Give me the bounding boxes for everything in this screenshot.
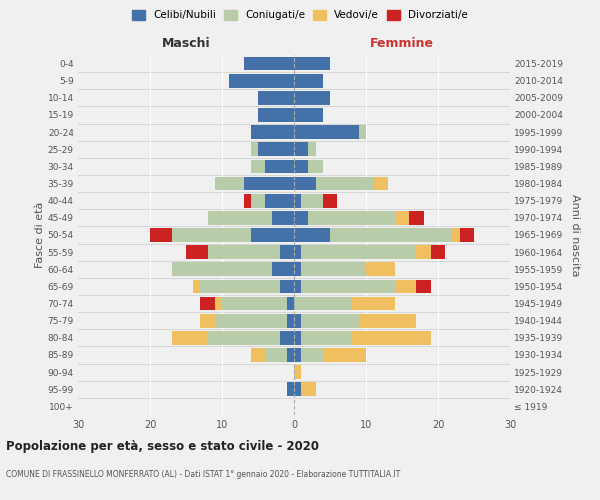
Bar xyxy=(287,314,294,328)
Bar xyxy=(215,314,287,328)
Bar xyxy=(352,296,395,310)
Bar xyxy=(251,348,265,362)
Bar xyxy=(193,280,200,293)
Bar xyxy=(366,262,395,276)
Bar xyxy=(294,160,308,173)
Bar xyxy=(200,314,215,328)
Bar xyxy=(294,314,301,328)
Bar xyxy=(244,56,294,70)
Bar xyxy=(294,211,308,224)
Bar xyxy=(280,280,294,293)
Bar xyxy=(200,296,215,310)
Bar xyxy=(294,382,301,396)
Bar xyxy=(395,211,409,224)
Bar xyxy=(200,280,280,293)
Bar xyxy=(373,176,388,190)
Bar xyxy=(251,142,258,156)
Bar xyxy=(294,126,359,139)
Bar xyxy=(416,280,431,293)
Text: Maschi: Maschi xyxy=(161,37,211,50)
Bar xyxy=(352,331,431,344)
Bar xyxy=(395,280,416,293)
Bar xyxy=(294,280,301,293)
Bar xyxy=(294,56,330,70)
Bar xyxy=(172,331,208,344)
Bar xyxy=(416,246,431,259)
Bar xyxy=(316,176,373,190)
Bar xyxy=(301,382,316,396)
Bar xyxy=(150,228,172,242)
Bar xyxy=(172,228,251,242)
Bar xyxy=(301,314,359,328)
Bar xyxy=(330,228,452,242)
Bar xyxy=(258,91,294,104)
Bar xyxy=(272,211,294,224)
Bar xyxy=(215,176,244,190)
Bar xyxy=(265,194,294,207)
Bar xyxy=(208,331,280,344)
Bar xyxy=(294,348,301,362)
Bar xyxy=(294,176,316,190)
Bar xyxy=(265,160,294,173)
Bar xyxy=(294,91,330,104)
Bar xyxy=(409,211,424,224)
Bar xyxy=(301,348,323,362)
Bar xyxy=(280,246,294,259)
Bar xyxy=(251,126,294,139)
Bar xyxy=(172,262,272,276)
Text: Popolazione per età, sesso e stato civile - 2020: Popolazione per età, sesso e stato civil… xyxy=(6,440,319,453)
Bar xyxy=(301,331,352,344)
Bar xyxy=(308,142,316,156)
Bar xyxy=(359,126,366,139)
Bar xyxy=(294,246,301,259)
Legend: Celibi/Nubili, Coniugati/e, Vedovi/e, Divorziati/e: Celibi/Nubili, Coniugati/e, Vedovi/e, Di… xyxy=(132,10,468,20)
Bar xyxy=(208,211,272,224)
Bar xyxy=(258,108,294,122)
Bar xyxy=(294,142,308,156)
Bar xyxy=(280,331,294,344)
Bar xyxy=(301,280,395,293)
Bar xyxy=(308,160,323,173)
Bar xyxy=(265,348,287,362)
Bar xyxy=(258,142,294,156)
Y-axis label: Anni di nascita: Anni di nascita xyxy=(570,194,580,276)
Bar xyxy=(323,348,366,362)
Y-axis label: Fasce di età: Fasce di età xyxy=(35,202,45,268)
Bar xyxy=(287,348,294,362)
Text: Femmine: Femmine xyxy=(370,37,434,50)
Bar xyxy=(287,296,294,310)
Bar xyxy=(460,228,474,242)
Bar xyxy=(215,296,222,310)
Bar xyxy=(431,246,445,259)
Bar xyxy=(251,194,265,207)
Bar xyxy=(308,211,395,224)
Bar xyxy=(244,194,251,207)
Bar xyxy=(229,74,294,88)
Bar xyxy=(452,228,460,242)
Bar xyxy=(294,262,301,276)
Bar xyxy=(272,262,294,276)
Bar xyxy=(294,296,352,310)
Text: COMUNE DI FRASSINELLO MONFERRATO (AL) - Dati ISTAT 1° gennaio 2020 - Elaborazion: COMUNE DI FRASSINELLO MONFERRATO (AL) - … xyxy=(6,470,400,479)
Bar xyxy=(301,262,366,276)
Bar xyxy=(294,74,323,88)
Bar xyxy=(294,366,301,379)
Bar xyxy=(301,194,323,207)
Bar xyxy=(244,176,294,190)
Bar xyxy=(287,382,294,396)
Bar xyxy=(186,246,208,259)
Bar xyxy=(359,314,416,328)
Bar xyxy=(294,228,330,242)
Bar xyxy=(294,194,301,207)
Bar xyxy=(294,331,301,344)
Bar xyxy=(208,246,280,259)
Bar xyxy=(251,160,265,173)
Bar xyxy=(251,228,294,242)
Bar xyxy=(222,296,287,310)
Bar xyxy=(301,246,416,259)
Bar xyxy=(323,194,337,207)
Bar xyxy=(294,108,323,122)
